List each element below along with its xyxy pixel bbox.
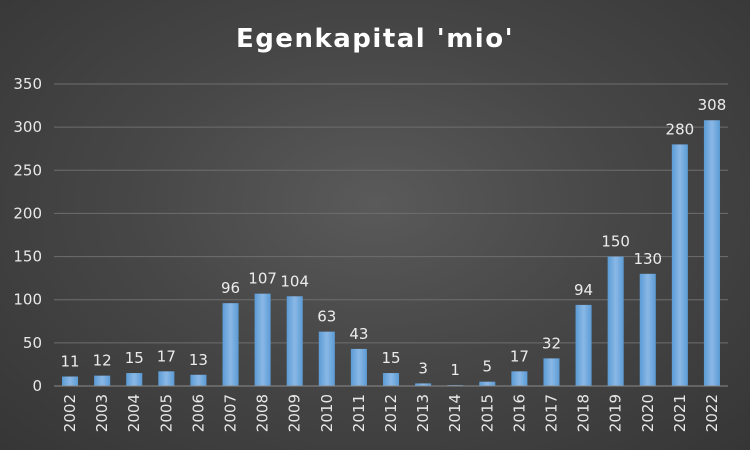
data-label: 15 (381, 349, 400, 367)
data-label: 3 (418, 359, 428, 377)
x-tick-label: 2009 (286, 394, 304, 432)
x-tick-label: 2007 (222, 394, 240, 432)
data-label: 130 (633, 250, 662, 268)
y-tick-label: 50 (23, 334, 42, 352)
data-label: 17 (510, 347, 529, 365)
bar (94, 375, 111, 386)
bar (703, 120, 720, 387)
x-axis-ticks: 2002 2003 2004 2005 2006 2007 2008 2009 2010 2011… (61, 394, 721, 432)
bar (382, 373, 400, 386)
bar (479, 381, 496, 386)
data-label: 15 (125, 349, 144, 367)
bar (511, 371, 528, 386)
bar (639, 273, 656, 386)
chart-title: Egenkapital 'mio' (236, 24, 514, 54)
data-label: 280 (666, 120, 695, 138)
y-tick-label: 200 (13, 204, 42, 222)
y-tick-label: 350 (13, 75, 42, 93)
y-tick-label: 150 (13, 248, 42, 266)
bar (190, 374, 207, 386)
bar (158, 371, 175, 386)
x-tick-label: 2014 (446, 394, 464, 432)
data-label: 1 (450, 361, 460, 379)
x-tick-label: 2003 (93, 394, 111, 432)
x-tick-label: 2016 (510, 394, 528, 432)
bar (415, 383, 432, 386)
data-label: 32 (542, 334, 561, 352)
data-label: 5 (483, 358, 493, 376)
data-label: 13 (189, 351, 208, 369)
x-tick-label: 2006 (189, 394, 207, 432)
x-tick-label: 2011 (350, 394, 368, 432)
bar (607, 256, 624, 386)
y-axis-ticks: 0 50 100 150 200 250 300 350 (13, 75, 42, 395)
x-tick-label: 2018 (575, 394, 593, 432)
x-tick-label: 2022 (703, 394, 721, 432)
x-tick-label: 2002 (61, 394, 79, 432)
data-label: 308 (698, 96, 727, 114)
data-label: 150 (601, 233, 630, 251)
bar (575, 304, 592, 386)
bar (350, 348, 367, 386)
y-tick-label: 250 (13, 161, 42, 179)
x-tick-label: 2017 (542, 394, 560, 432)
bar (318, 331, 335, 386)
x-tick-label: 2015 (478, 394, 496, 432)
bars (62, 120, 720, 387)
x-tick-label: 2021 (671, 394, 689, 432)
data-label: 11 (61, 353, 80, 371)
data-label: 43 (349, 325, 368, 343)
x-tick-label: 2008 (254, 394, 272, 432)
bar (254, 293, 271, 386)
bar (671, 144, 688, 386)
x-tick-label: 2005 (157, 394, 175, 432)
gridlines (54, 83, 728, 344)
data-label: 12 (93, 352, 112, 370)
data-label: 104 (280, 272, 309, 290)
x-tick-label: 2013 (414, 394, 432, 432)
x-tick-label: 2019 (607, 394, 625, 432)
data-label: 94 (574, 281, 593, 299)
x-tick-label: 2010 (318, 394, 336, 432)
y-tick-label: 0 (32, 377, 42, 395)
y-tick-label: 300 (13, 118, 42, 136)
x-tick-label: 2004 (125, 394, 143, 432)
bar (222, 303, 239, 386)
x-tick-label: 2012 (382, 394, 400, 432)
bar (286, 296, 303, 386)
data-label: 63 (317, 308, 336, 326)
x-tick-label: 2020 (639, 394, 657, 432)
data-label: 17 (157, 347, 176, 365)
data-label: 96 (221, 279, 240, 297)
y-tick-label: 100 (13, 291, 42, 309)
data-label: 107 (248, 270, 277, 288)
bar (126, 373, 143, 386)
bar (62, 376, 79, 386)
bar (543, 358, 560, 386)
